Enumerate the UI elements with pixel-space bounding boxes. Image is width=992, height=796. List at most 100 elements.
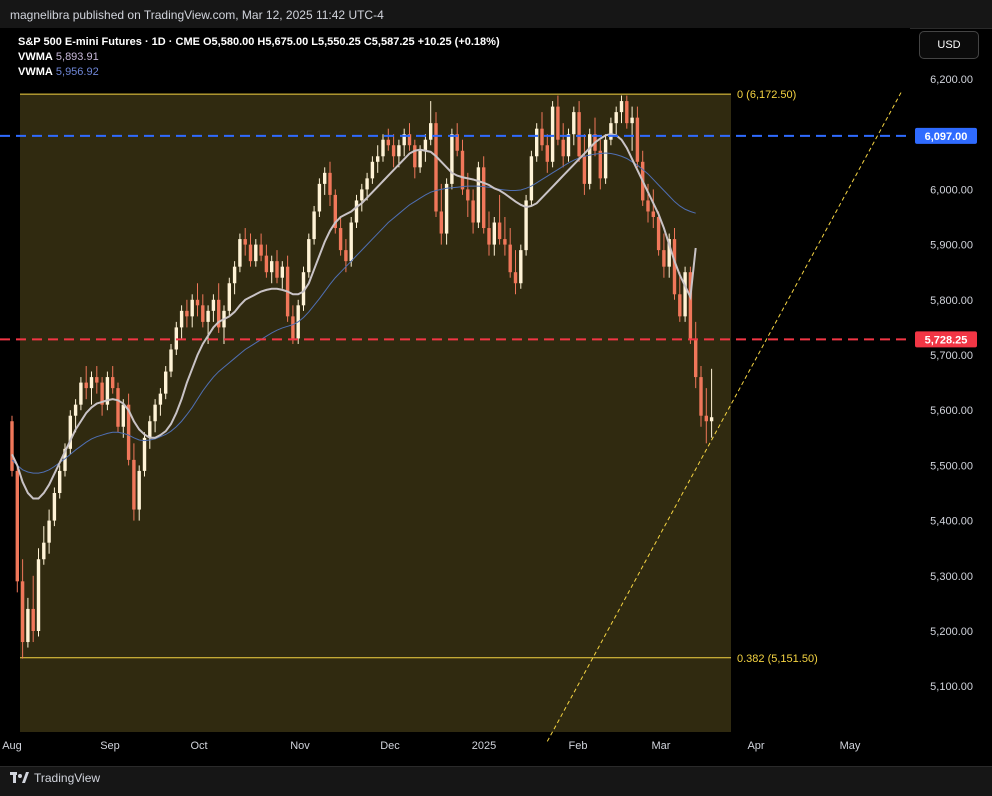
candle-body bbox=[307, 239, 311, 273]
candle-body bbox=[466, 189, 470, 201]
candle-body bbox=[678, 294, 682, 317]
candle-body bbox=[598, 150, 602, 179]
candle-body bbox=[47, 520, 51, 543]
candle-body bbox=[550, 106, 555, 162]
candle-body bbox=[519, 250, 523, 284]
currency-button[interactable]: USD bbox=[919, 31, 979, 59]
candle-body bbox=[148, 421, 152, 438]
candle-body bbox=[84, 382, 88, 389]
candle-body bbox=[503, 239, 507, 245]
candle-body bbox=[232, 266, 237, 284]
tradingview-logo[interactable]: TradingView bbox=[10, 771, 100, 785]
candle-body bbox=[328, 172, 332, 195]
candle-body bbox=[26, 608, 30, 643]
candle-body bbox=[370, 161, 375, 179]
candle-body bbox=[121, 404, 125, 427]
candle-body bbox=[206, 310, 210, 322]
candle-body bbox=[243, 239, 247, 245]
candle-body bbox=[582, 156, 587, 184]
price-tag bbox=[915, 331, 977, 348]
candle-body bbox=[524, 200, 528, 251]
candle-body bbox=[137, 470, 141, 510]
price-chart[interactable]: 0 (6,172.50) 0.382 (5,151.50) 6,097.00 5,72… bbox=[0, 28, 992, 766]
candle-body bbox=[105, 377, 110, 405]
candle-body bbox=[275, 261, 279, 278]
x-tick-label: Oct bbox=[190, 740, 207, 752]
candle-body bbox=[10, 421, 14, 471]
candle-body bbox=[238, 239, 242, 267]
tradingview-brand: TradingView bbox=[34, 771, 101, 785]
chart-legend: S&P 500 E-mini Futures · 1D · CME O5,580… bbox=[18, 35, 500, 80]
candle-body bbox=[476, 167, 481, 223]
vwma1-line bbox=[11, 133, 697, 500]
candle-body bbox=[164, 371, 168, 394]
y-tick-label: 5,400.00 bbox=[930, 516, 973, 528]
candle-body bbox=[317, 183, 322, 212]
candle-body bbox=[360, 189, 364, 201]
candle-body bbox=[158, 393, 163, 405]
candle-body bbox=[153, 404, 157, 422]
candle-body bbox=[413, 145, 417, 168]
candle-body bbox=[280, 266, 284, 278]
candle-body bbox=[455, 134, 459, 151]
candle-body bbox=[397, 145, 401, 157]
candle-body bbox=[63, 448, 67, 471]
candle-body bbox=[323, 172, 327, 184]
candle-body bbox=[142, 437, 147, 471]
candle-body bbox=[609, 123, 613, 140]
x-tick-label: Dec bbox=[380, 740, 400, 752]
candle-body bbox=[694, 338, 698, 378]
candle-body bbox=[630, 117, 634, 124]
candle-body bbox=[227, 283, 231, 311]
candle-body bbox=[217, 299, 221, 328]
y-tick-label: 5,100.00 bbox=[930, 681, 973, 693]
vwma1-value: 5,893.91 bbox=[55, 51, 99, 63]
fibonacci-zone bbox=[20, 94, 731, 733]
vwma2-value: 5,956.92 bbox=[55, 66, 99, 78]
y-tick-label: 5,500.00 bbox=[930, 460, 973, 472]
candle-body bbox=[450, 134, 454, 184]
vwma1-label: VWMA bbox=[18, 51, 53, 63]
candle-body bbox=[89, 377, 94, 389]
candle-body bbox=[407, 134, 412, 146]
candle-body bbox=[270, 261, 274, 273]
candle-body bbox=[95, 377, 99, 383]
candle-body bbox=[68, 415, 72, 449]
candle-body bbox=[354, 200, 359, 223]
candle-body bbox=[111, 377, 115, 389]
candle-body bbox=[169, 349, 173, 372]
candle-body bbox=[429, 123, 433, 140]
candle-body bbox=[201, 305, 205, 322]
candle-body bbox=[566, 134, 571, 157]
candle-body bbox=[20, 581, 25, 643]
y-tick-label: 6,000.00 bbox=[930, 184, 973, 196]
candle-body bbox=[545, 145, 549, 162]
y-tick-label: 5,800.00 bbox=[930, 295, 973, 307]
x-tick-label: Sep bbox=[100, 740, 120, 752]
candle-body bbox=[312, 211, 316, 240]
candle-body bbox=[688, 272, 693, 339]
x-tick-label: Nov bbox=[290, 740, 310, 752]
publisher-text: magnelibra published on TradingView.com,… bbox=[10, 8, 384, 22]
candle-body bbox=[58, 470, 62, 493]
candle-body bbox=[381, 139, 385, 157]
candle-body bbox=[42, 542, 46, 560]
vwma2-legend: VWMA 5,956.92 bbox=[18, 65, 500, 80]
fib-label-0: 0 (6,172.50) bbox=[737, 89, 796, 101]
candle-body bbox=[73, 404, 78, 416]
candle-body bbox=[376, 156, 380, 162]
x-tick-label: May bbox=[840, 740, 861, 752]
candle-body bbox=[100, 382, 104, 405]
candle-body bbox=[625, 101, 629, 124]
price-tag-label: 6,097.00 bbox=[925, 131, 968, 143]
y-tick-label: 5,900.00 bbox=[930, 240, 973, 252]
candle-body bbox=[646, 200, 650, 212]
fib-label-0-382: 0.382 (5,151.50) bbox=[737, 653, 818, 665]
candle-body bbox=[402, 134, 406, 146]
x-tick-label: Aug bbox=[2, 740, 22, 752]
candle-body bbox=[179, 310, 184, 328]
y-tick-label: 5,700.00 bbox=[930, 350, 973, 362]
price-tag-label: 5,728.25 bbox=[925, 334, 968, 346]
candle-body bbox=[211, 299, 216, 311]
candle-body bbox=[656, 217, 661, 251]
